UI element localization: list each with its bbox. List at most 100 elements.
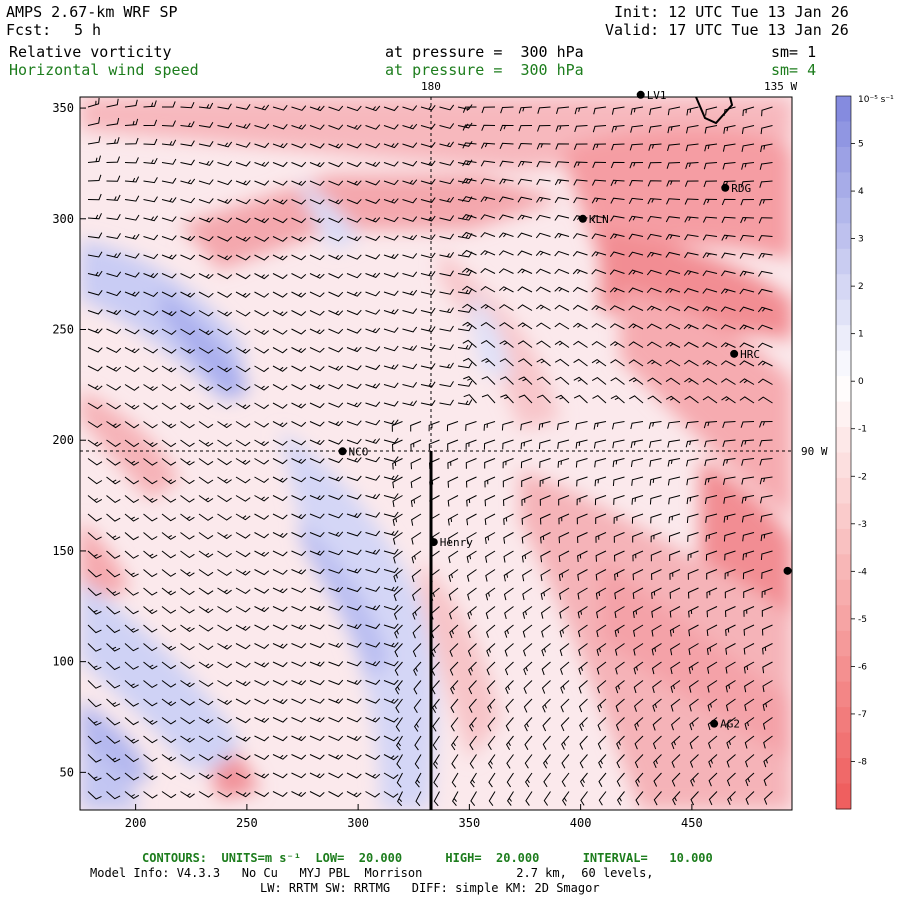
wind-barb bbox=[124, 735, 139, 744]
wind-barb bbox=[685, 143, 699, 152]
wind-barb bbox=[254, 458, 270, 465]
wind-barb bbox=[652, 680, 662, 694]
wind-barb bbox=[328, 161, 344, 168]
wind-barb bbox=[328, 347, 344, 353]
wind-barb bbox=[609, 269, 625, 275]
x-tick-label: 350 bbox=[459, 816, 481, 830]
wind-barb bbox=[291, 310, 307, 317]
wind-barb bbox=[198, 458, 214, 466]
wind-barb bbox=[198, 680, 214, 687]
wind-barb bbox=[594, 476, 607, 487]
wind-barb bbox=[106, 550, 121, 559]
wind-barb bbox=[542, 698, 551, 713]
wind-barb bbox=[446, 421, 459, 432]
wind-barb bbox=[328, 439, 344, 445]
wind-barb bbox=[217, 569, 232, 577]
wind-barb bbox=[161, 139, 177, 146]
wind-barb bbox=[383, 567, 399, 574]
wind-barb bbox=[708, 791, 718, 806]
wind-barb bbox=[739, 270, 755, 277]
wind-barb bbox=[124, 754, 139, 763]
wind-barb bbox=[578, 661, 588, 675]
wind-barb bbox=[439, 325, 454, 332]
wind-barb bbox=[402, 400, 418, 407]
wind-barb bbox=[647, 180, 662, 187]
wind-barb bbox=[517, 322, 533, 330]
wind-barb bbox=[503, 587, 514, 601]
colorbar-swatch bbox=[836, 758, 851, 785]
wind-barb bbox=[365, 124, 381, 130]
wind-barb bbox=[597, 717, 607, 731]
wind-barb bbox=[557, 439, 570, 449]
wind-barb bbox=[328, 402, 344, 408]
colorbar-swatch bbox=[836, 274, 851, 301]
wind-barb bbox=[410, 476, 422, 489]
wind-barb bbox=[757, 378, 773, 385]
wind-barb bbox=[670, 698, 681, 712]
wind-barb bbox=[518, 358, 533, 367]
wind-barb bbox=[124, 680, 139, 689]
wind-barb bbox=[762, 661, 773, 674]
wind-barb bbox=[554, 322, 570, 330]
wind-barb bbox=[143, 680, 158, 689]
wind-barb bbox=[485, 606, 496, 620]
wind-barb bbox=[743, 587, 755, 598]
wind-barb bbox=[346, 642, 362, 648]
wind-barb bbox=[395, 735, 403, 751]
wind-barb bbox=[616, 754, 625, 769]
wind-barb bbox=[402, 160, 418, 167]
wind-barb bbox=[485, 569, 496, 582]
field1-name: Relative vorticity bbox=[9, 43, 172, 61]
wind-barb bbox=[761, 106, 773, 117]
wind-barb bbox=[522, 569, 533, 582]
wind-barb bbox=[87, 270, 103, 277]
wind-barb bbox=[272, 513, 288, 520]
wind-barb bbox=[411, 550, 422, 564]
wind-barb bbox=[525, 791, 533, 806]
wind-barb bbox=[759, 458, 773, 466]
wind-barb bbox=[217, 587, 232, 595]
wind-barb bbox=[346, 365, 362, 371]
wind-barb bbox=[143, 421, 158, 429]
wind-barb bbox=[217, 103, 232, 110]
wind-barb bbox=[723, 476, 736, 485]
wind-barb bbox=[703, 198, 718, 205]
wind-barb bbox=[106, 290, 122, 297]
wind-barb bbox=[457, 288, 473, 295]
wind-barb bbox=[328, 568, 344, 574]
wind-barb bbox=[420, 197, 436, 203]
wind-barb bbox=[707, 698, 718, 712]
wind-barb bbox=[577, 550, 588, 562]
wind-barb bbox=[634, 735, 644, 750]
wind-barb bbox=[87, 532, 102, 541]
wind-barb bbox=[628, 215, 644, 222]
wind-barb bbox=[254, 643, 270, 649]
wind-barb bbox=[124, 272, 140, 278]
vorticity-field bbox=[80, 97, 792, 810]
wind-barb bbox=[683, 270, 699, 276]
wind-barb bbox=[502, 476, 514, 488]
wind-barb bbox=[647, 377, 662, 385]
colorbar-tick-label: -1 bbox=[858, 425, 867, 435]
wind-barb bbox=[254, 550, 270, 557]
wind-barb bbox=[291, 161, 307, 168]
wind-barb bbox=[365, 493, 381, 500]
wind-barb bbox=[451, 791, 459, 807]
wind-barb bbox=[180, 402, 195, 410]
wind-barb bbox=[365, 327, 381, 334]
wind-barb bbox=[106, 421, 121, 429]
wind-barb bbox=[591, 358, 607, 367]
wind-barb bbox=[517, 160, 533, 168]
wind-barb bbox=[328, 180, 344, 186]
wind-barb bbox=[161, 513, 177, 522]
wind-barb bbox=[702, 324, 718, 330]
wind-barb bbox=[87, 458, 103, 466]
wind-barb bbox=[536, 358, 551, 367]
wind-barb bbox=[757, 342, 773, 348]
wind-barb bbox=[555, 161, 570, 168]
wind-barb bbox=[393, 606, 403, 620]
wind-barb bbox=[760, 143, 773, 153]
wind-barb bbox=[572, 322, 588, 330]
wind-barb bbox=[726, 735, 736, 749]
wind-barb bbox=[161, 772, 177, 780]
